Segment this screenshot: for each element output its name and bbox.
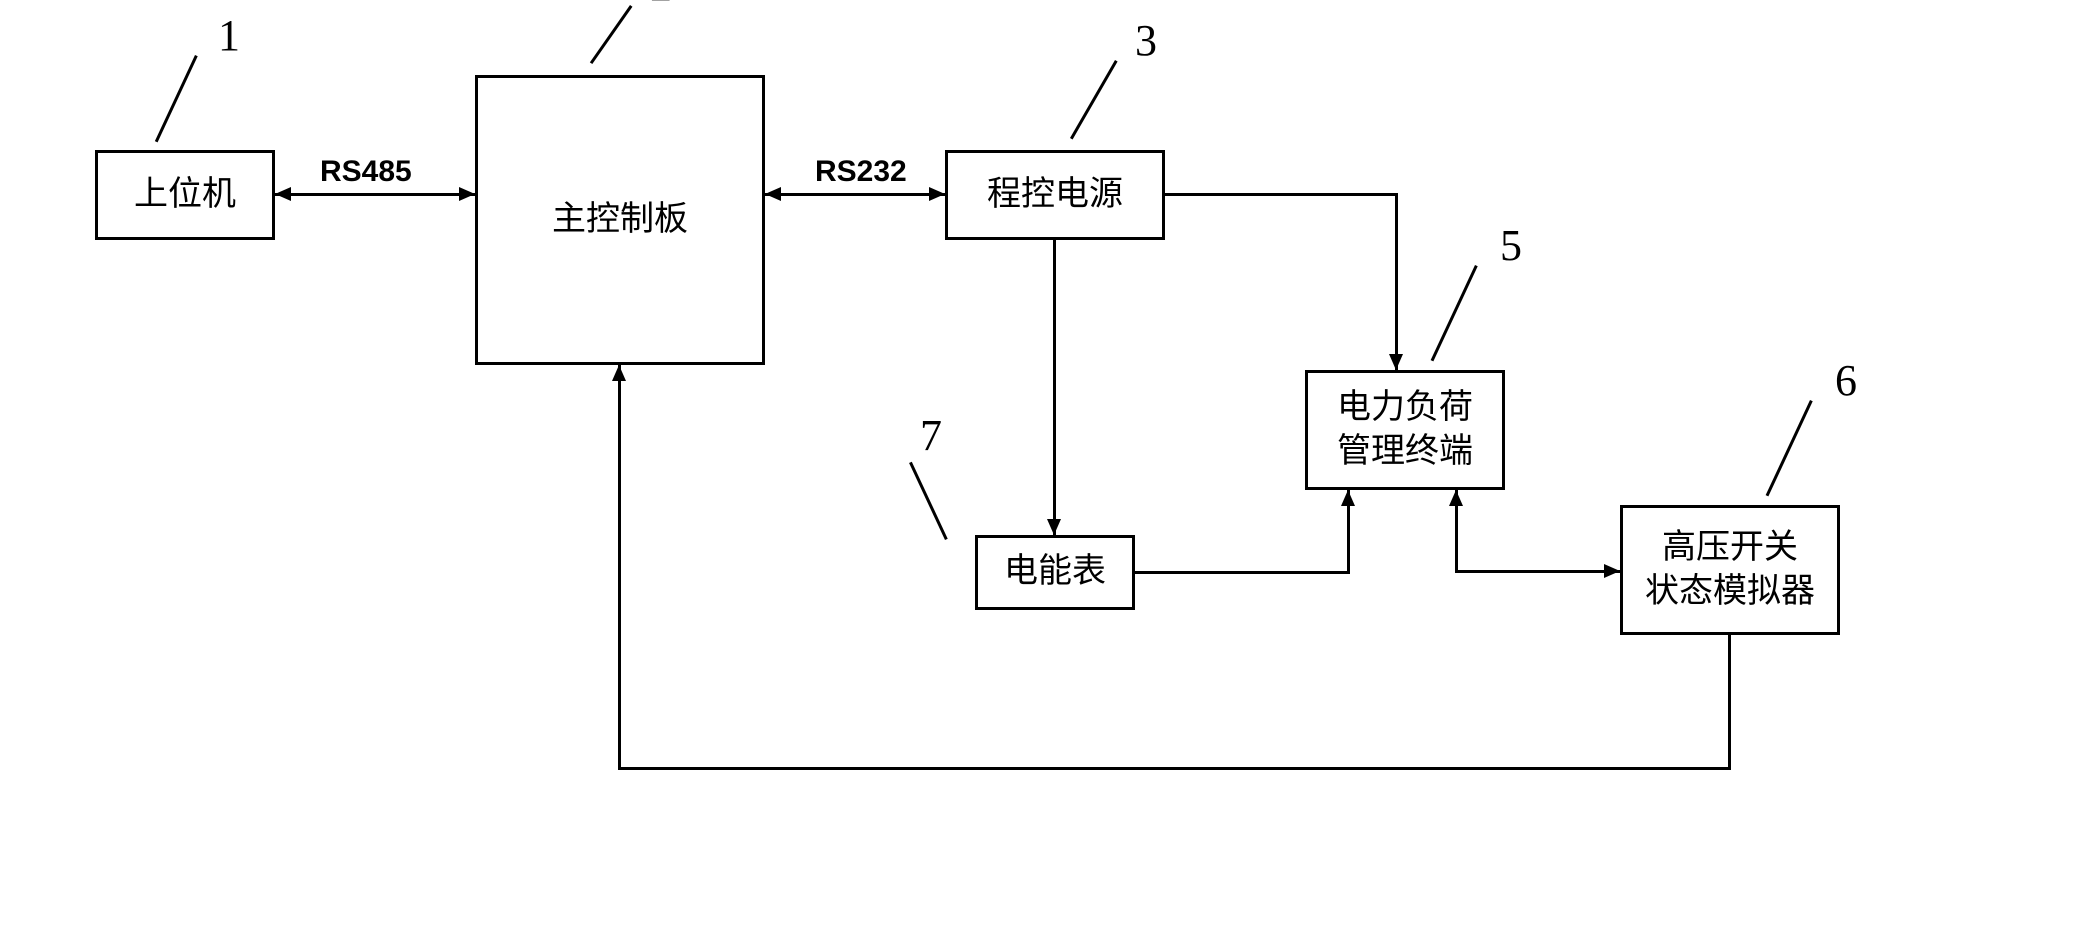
node-number: 3 bbox=[1135, 15, 1157, 66]
leader-line bbox=[1766, 400, 1813, 496]
node-programmable-power: 程控电源 bbox=[945, 150, 1165, 240]
edge-line bbox=[1728, 635, 1731, 770]
edge-label: RS485 bbox=[320, 155, 412, 189]
node-label: 高压开关 状态模拟器 bbox=[1645, 526, 1815, 614]
arrowhead-icon bbox=[612, 365, 626, 381]
edge-line bbox=[1455, 570, 1620, 573]
node-power-load-terminal: 电力负荷 管理终端 bbox=[1305, 370, 1505, 490]
node-number: 5 bbox=[1500, 220, 1522, 271]
node-hv-switch-simulator: 高压开关 状态模拟器 bbox=[1620, 505, 1840, 635]
node-number: 2 bbox=[650, 0, 672, 11]
node-label: 电能表 bbox=[1004, 550, 1106, 594]
node-number: 7 bbox=[920, 410, 942, 461]
node-label: 程控电源 bbox=[987, 173, 1123, 217]
leader-line bbox=[909, 462, 948, 540]
arrowhead-icon bbox=[765, 187, 781, 201]
arrowhead-icon bbox=[1604, 564, 1620, 578]
leader-line bbox=[155, 55, 198, 142]
edge-line bbox=[1135, 571, 1350, 574]
node-number: 6 bbox=[1835, 355, 1857, 406]
edge-line bbox=[1165, 193, 1398, 196]
node-host-computer: 上位机 bbox=[95, 150, 275, 240]
arrowhead-icon bbox=[459, 187, 475, 201]
edge-line bbox=[275, 193, 475, 196]
edge-line bbox=[1053, 240, 1056, 535]
node-number: 1 bbox=[218, 10, 240, 61]
leader-line bbox=[590, 5, 633, 64]
edge-line bbox=[618, 767, 1731, 770]
node-label: 主控制板 bbox=[552, 198, 688, 242]
arrowhead-icon bbox=[1341, 490, 1355, 506]
node-label: 电力负荷 管理终端 bbox=[1337, 386, 1473, 474]
leader-line bbox=[1431, 265, 1478, 361]
leader-line bbox=[1070, 60, 1118, 139]
arrowhead-icon bbox=[1047, 519, 1061, 535]
edge-line bbox=[765, 193, 945, 196]
arrowhead-icon bbox=[929, 187, 945, 201]
edge-line bbox=[618, 365, 621, 770]
arrowhead-icon bbox=[1449, 490, 1463, 506]
edge-line bbox=[1395, 193, 1398, 370]
node-energy-meter: 电能表 bbox=[975, 535, 1135, 610]
node-main-control-board: 主控制板 bbox=[475, 75, 765, 365]
node-label: 上位机 bbox=[134, 173, 236, 217]
edge-label: RS232 bbox=[815, 155, 907, 189]
arrowhead-icon bbox=[275, 187, 291, 201]
arrowhead-icon bbox=[1389, 354, 1403, 370]
diagram-canvas: 上位机 1 主控制板 2 程控电源 3 电力负荷 管理终端 5 高压开关 状态模… bbox=[0, 0, 2088, 927]
